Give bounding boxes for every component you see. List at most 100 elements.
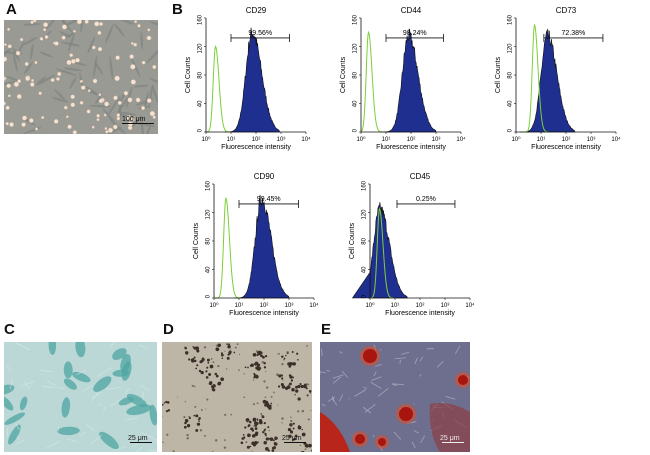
y-axis-label: Cell Counts: [185, 56, 192, 93]
panel-d-scale-label: 25 μm: [282, 435, 302, 442]
lipid-granule: [185, 351, 189, 355]
lipid-granule: [206, 358, 210, 362]
chart-title: CD44: [401, 6, 422, 15]
round-cell: [13, 81, 20, 87]
fibre: [6, 364, 11, 372]
lipid-granule: [297, 425, 301, 428]
lipid-granule: [228, 350, 232, 354]
lipid-granule: [163, 402, 166, 404]
fibre: [23, 380, 30, 389]
chart-title: CD45: [410, 172, 431, 181]
granule: [214, 439, 218, 442]
round-cell: [79, 79, 83, 83]
round-cell: [9, 122, 14, 127]
granule: [310, 409, 312, 411]
lipid-granule: [265, 402, 270, 407]
round-cell: [152, 64, 157, 70]
x-tick-label: 10²: [260, 303, 269, 309]
stained-cell: [19, 396, 28, 411]
lipid-granule: [220, 377, 224, 382]
lipid-granule: [263, 422, 266, 425]
fibre: [371, 376, 382, 382]
lipid-granule: [205, 370, 208, 373]
y-tick-label: 80: [362, 237, 368, 244]
lipid-granule: [263, 429, 266, 432]
lipid-granule: [254, 363, 257, 366]
round-cell: [56, 76, 60, 81]
granule: [172, 450, 175, 452]
granule: [162, 441, 164, 444]
lipid-granule: [260, 354, 263, 358]
granule: [305, 383, 308, 386]
y-tick-label: 80: [198, 71, 204, 78]
lipid-granule: [287, 428, 292, 432]
lipid-granule: [212, 384, 216, 388]
lipid-granule: [270, 402, 273, 405]
control-histogram: [214, 196, 241, 299]
lipid-granule: [244, 426, 247, 429]
x-tick-label: 10⁰: [511, 136, 521, 143]
lipid-granule: [291, 387, 295, 392]
lipid-granule: [206, 366, 209, 369]
lipid-granule: [291, 351, 294, 353]
fibre: [392, 383, 404, 386]
spindle-cell: [133, 84, 149, 88]
round-cell: [113, 95, 118, 101]
lipid-granule: [251, 429, 255, 432]
stained-cell: [48, 342, 57, 355]
x-tick-label: 10³: [277, 137, 286, 143]
y-tick-label: 120: [362, 209, 368, 220]
round-cell: [141, 60, 146, 65]
granule: [199, 429, 203, 432]
granule: [252, 379, 255, 381]
round-cell: [99, 22, 103, 26]
lipid-granule: [262, 399, 267, 404]
fibre: [91, 392, 98, 402]
lipid-granule: [306, 394, 309, 397]
lipid-granule: [268, 406, 272, 410]
round-cell: [96, 113, 100, 118]
spindle-cell: [93, 55, 98, 78]
round-cell: [54, 41, 59, 46]
granule: [306, 344, 308, 347]
fibre: [338, 394, 344, 402]
granule: [225, 368, 228, 370]
lipid-granule: [246, 445, 250, 449]
fibre: [332, 374, 344, 379]
stained-cell: [75, 342, 86, 358]
round-cell: [105, 130, 109, 134]
lipid-granule: [304, 445, 307, 448]
stained-cell: [126, 404, 152, 416]
lipid-granule: [196, 364, 199, 367]
spindle-cell: [12, 52, 18, 72]
round-cell: [4, 56, 8, 62]
lipid-granule: [227, 345, 231, 349]
granule: [264, 396, 267, 399]
x-tick-label: 10¹: [235, 303, 244, 309]
lipid-granule: [273, 442, 276, 445]
granule: [281, 422, 283, 424]
spindle-cell: [108, 96, 121, 115]
lipid-granule: [297, 397, 301, 401]
lipid-granule: [195, 414, 199, 418]
granule: [245, 441, 248, 444]
y-tick-label: 40: [362, 266, 368, 273]
y-tick-label: 160: [198, 14, 204, 25]
x-tick-label: 10²: [407, 137, 416, 143]
round-cell: [149, 110, 155, 117]
granule: [290, 416, 292, 418]
spindle-cell: [149, 21, 158, 28]
round-cell: [98, 98, 104, 104]
x-tick-label: 10³: [587, 137, 596, 143]
granule: [200, 409, 203, 411]
lipid-granule: [209, 364, 214, 369]
panel-d-micrograph: 25 μm: [162, 342, 312, 452]
lipid-granule: [220, 353, 224, 357]
granule: [234, 346, 237, 349]
lipid-granule: [290, 379, 294, 382]
calcium-nodule: [458, 375, 468, 385]
spindle-cell: [45, 20, 58, 31]
lipid-granule: [242, 434, 245, 436]
lipid-granule: [226, 343, 228, 345]
lipid-granule: [305, 387, 308, 390]
